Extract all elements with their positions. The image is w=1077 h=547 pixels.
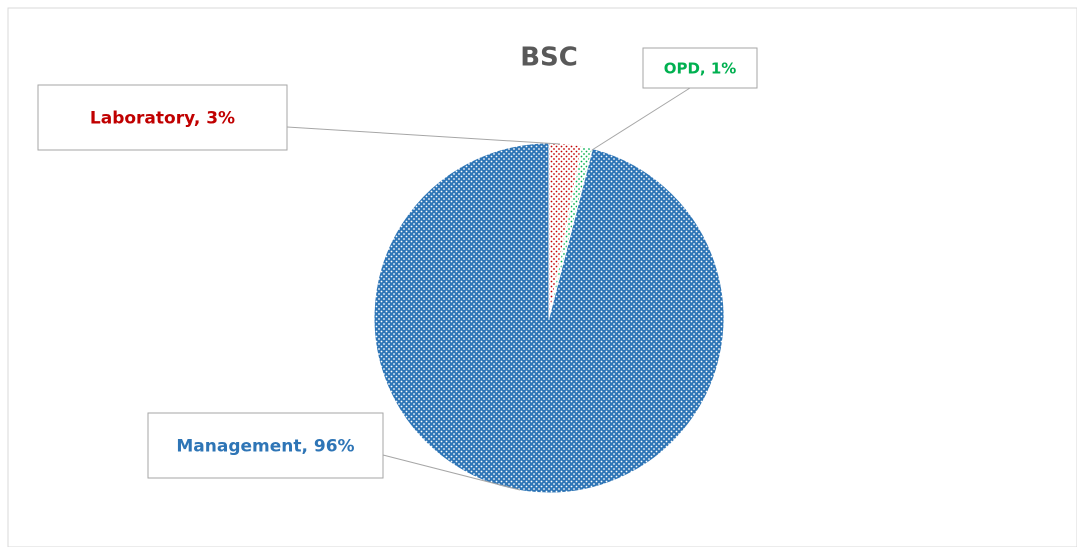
chart-title: BSC	[520, 43, 578, 73]
leader-line	[286, 126, 561, 145]
data-label: OPD, 1%	[664, 60, 737, 78]
label-box	[642, 47, 758, 89]
leader-line	[382, 454, 521, 491]
pie-slice	[373, 142, 725, 494]
data-label: Laboratory, 3%	[90, 109, 235, 129]
label-box	[37, 84, 288, 151]
data-label: Management, 96%	[176, 437, 354, 457]
leader-line	[591, 87, 691, 151]
label-box	[147, 412, 384, 479]
